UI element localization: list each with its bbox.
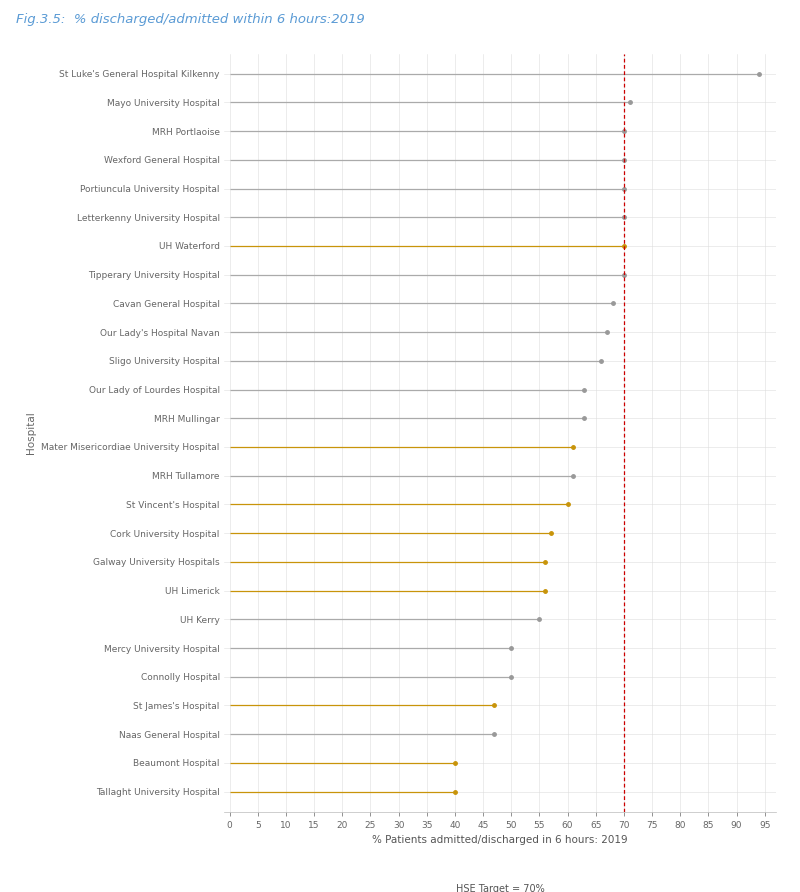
X-axis label: % Patients admitted/discharged in 6 hours: 2019: % Patients admitted/discharged in 6 hour… <box>372 835 628 846</box>
Y-axis label: Hospital: Hospital <box>26 411 36 454</box>
Text: HSE Target = 70%: HSE Target = 70% <box>456 884 544 892</box>
Text: Fig.3.5:  % discharged/admitted within 6 hours:2019: Fig.3.5: % discharged/admitted within 6 … <box>16 13 365 27</box>
